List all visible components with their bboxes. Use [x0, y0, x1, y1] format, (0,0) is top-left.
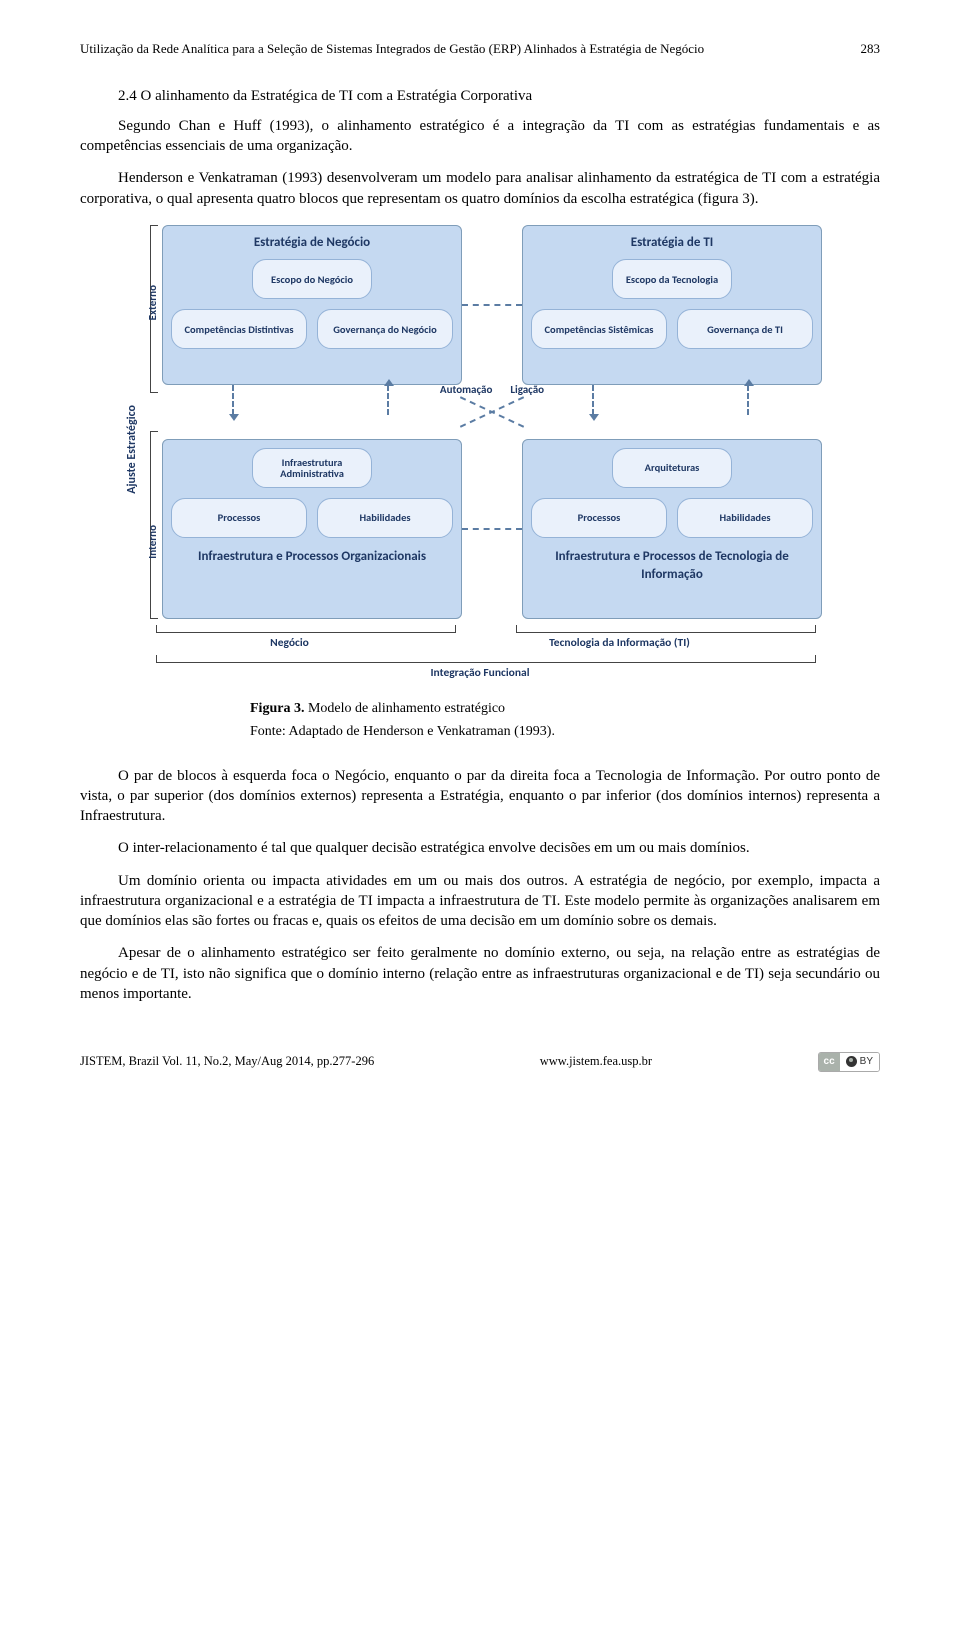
- figure-caption: Figura 3. Modelo de alinhamento estratég…: [250, 700, 880, 719]
- page-header: Utilização da Rede Analítica para a Sele…: [80, 40, 880, 58]
- node-escopo-tecnologia: Escopo da Tecnologia: [612, 259, 732, 299]
- quad-title: Infraestrutura e Processos de Tecnologia…: [531, 548, 813, 583]
- node-habilidades-org: Habilidades: [317, 498, 453, 538]
- axis-sublabel-interno: Interno: [146, 525, 161, 559]
- quad-business-strategy: Estratégia de Negócio Escopo do Negócio …: [162, 225, 462, 385]
- paragraph: Apesar de o alinhamento estratégico ser …: [80, 943, 880, 1004]
- bottom-axis: Negócio Tecnologia da Informação (TI) In…: [150, 625, 810, 682]
- axis-label-ti: Tecnologia da Informação (TI): [549, 636, 690, 652]
- footer-url: www.jistem.fea.usp.br: [540, 1053, 652, 1070]
- node-processos-org: Processos: [171, 498, 307, 538]
- running-title: Utilização da Rede Analítica para a Sele…: [80, 40, 704, 58]
- paragraph: Segundo Chan e Huff (1993), o alinhament…: [80, 116, 880, 157]
- alignment-model-diagram: Ajuste Estratégico Externo Interno Estra…: [150, 225, 810, 682]
- quad-org-infrastructure: Infraestrutura Administrativa Processos …: [162, 439, 462, 619]
- paragraph: Henderson e Venkatraman (1993) desenvolv…: [80, 168, 880, 209]
- node-competencias-sistemicas: Competências Sistêmicas: [531, 309, 667, 349]
- footer-citation: JISTEM, Brazil Vol. 11, No.2, May/Aug 20…: [80, 1053, 374, 1070]
- bracket-icon: [156, 625, 456, 633]
- cc-by-badge-icon: cc BY: [818, 1052, 880, 1072]
- node-processos-ti: Processos: [531, 498, 667, 538]
- connector-horizontal: [462, 439, 522, 619]
- page-footer: JISTEM, Brazil Vol. 11, No.2, May/Aug 20…: [80, 1052, 880, 1072]
- arrow-icon: [744, 379, 754, 386]
- axis-label-integracao: Integração Funcional: [430, 666, 529, 682]
- quad-title: Estratégia de TI: [531, 234, 813, 252]
- node-competencias-distintivas: Competências Distintivas: [171, 309, 307, 349]
- node-governanca-negocio: Governança do Negócio: [317, 309, 453, 349]
- axis-sublabel-externo: Externo: [146, 285, 161, 320]
- label-automacao: Automação: [440, 383, 492, 398]
- connector-horizontal: [462, 225, 522, 385]
- figure-source: Fonte: Adaptado de Henderson e Venkatram…: [250, 723, 880, 742]
- paragraph: O inter-relacionamento é tal que qualque…: [80, 838, 880, 858]
- mid-labels: Automação Ligação: [462, 385, 522, 439]
- arrow-icon: [589, 414, 599, 421]
- quad-title: Estratégia de Negócio: [171, 234, 453, 252]
- quad-title: Infraestrutura e Processos Organizaciona…: [171, 548, 453, 566]
- quad-it-infrastructure: Arquiteturas Processos Habilidades Infra…: [522, 439, 822, 619]
- paragraph: O par de blocos à esquerda foca o Negóci…: [80, 766, 880, 827]
- cc-by-text: BY: [860, 1056, 873, 1067]
- arrow-icon: [229, 414, 239, 421]
- bracket-icon: [156, 655, 816, 663]
- diagram-grid: Estratégia de Negócio Escopo do Negócio …: [162, 225, 822, 619]
- axis-label-negocio: Negócio: [270, 636, 309, 652]
- paragraph: Um domínio orienta ou impacta atividades…: [80, 871, 880, 932]
- bracket-icon: [516, 625, 816, 633]
- figure-caption-text: Modelo de alinhamento estratégico: [308, 701, 505, 716]
- connector-row: [522, 385, 822, 415]
- quad-it-strategy: Estratégia de TI Escopo da Tecnologia Co…: [522, 225, 822, 385]
- section-heading: 2.4 O alinhamento da Estratégica de TI c…: [80, 86, 880, 106]
- node-arquiteturas: Arquiteturas: [612, 448, 732, 488]
- node-habilidades-ti: Habilidades: [677, 498, 813, 538]
- node-escopo-negocio: Escopo do Negócio: [252, 259, 372, 299]
- page-number: 283: [861, 40, 881, 58]
- axis-label-vertical: Ajuste Estratégico: [124, 405, 140, 494]
- node-infra-administrativa: Infraestrutura Administrativa: [252, 448, 372, 488]
- cross-connector-icon: [462, 397, 522, 427]
- node-governanca-ti: Governança de TI: [677, 309, 813, 349]
- figure-label: Figura 3.: [250, 701, 304, 716]
